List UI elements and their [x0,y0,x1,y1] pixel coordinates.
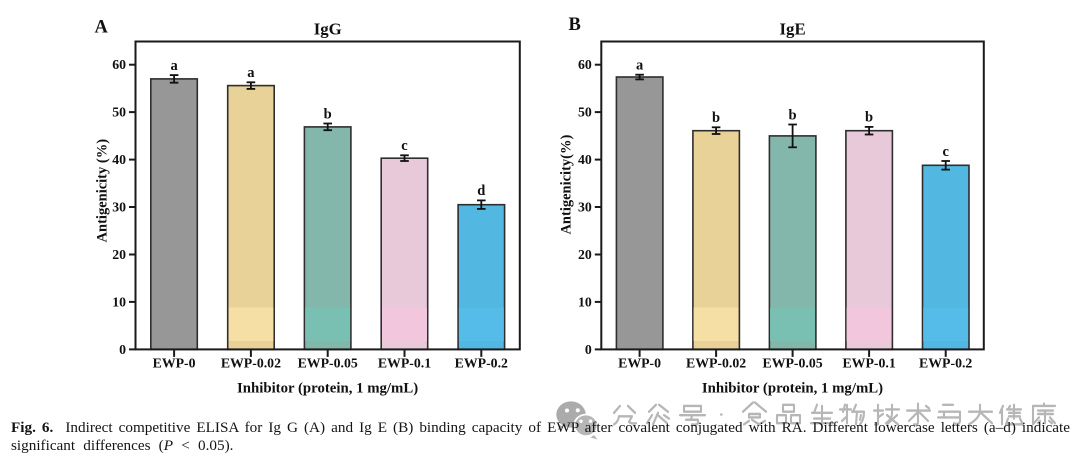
svg-text:50: 50 [112,105,126,120]
svg-text:b: b [712,110,720,126]
svg-text:60: 60 [112,57,126,72]
svg-text:B: B [569,15,581,35]
svg-text:a: a [636,58,644,74]
svg-text:EWP-0.1: EWP-0.1 [842,355,895,370]
svg-text:20: 20 [578,247,592,262]
svg-text:30: 30 [112,200,126,215]
svg-text:EWP-0.05: EWP-0.05 [298,355,358,370]
svg-text:EWP-0.05: EWP-0.05 [763,355,823,370]
svg-text:50: 50 [578,105,592,120]
svg-text:Inhibitor (protein, 1 mg/mL): Inhibitor (protein, 1 mg/mL) [237,381,418,397]
svg-text:Antigenicity (%): Antigenicity (%) [95,139,111,243]
svg-text:EWP-0: EWP-0 [153,355,196,370]
svg-text:Antigenicity(%): Antigenicity(%) [559,134,575,234]
svg-text:10: 10 [112,294,126,309]
svg-text:IgE: IgE [780,19,806,38]
svg-text:b: b [865,110,873,126]
svg-text:c: c [401,138,408,154]
svg-text:a: a [170,58,178,74]
svg-text:a: a [247,65,255,81]
svg-text:EWP-0.2: EWP-0.2 [455,355,508,370]
svg-text:0: 0 [585,342,592,357]
svg-text:b: b [789,107,797,123]
svg-text:10: 10 [578,294,592,309]
svg-text:b: b [324,106,332,122]
svg-text:EWP-0.1: EWP-0.1 [378,355,431,370]
svg-text:40: 40 [578,152,592,167]
svg-text:c: c [942,144,949,160]
svg-text:Inhibitor (protein, 1 mg/mL): Inhibitor (protein, 1 mg/mL) [702,381,883,397]
svg-text:60: 60 [578,57,592,72]
svg-text:EWP-0: EWP-0 [618,355,661,370]
svg-text:IgG: IgG [314,19,342,38]
svg-text:EWP-0.02: EWP-0.02 [221,355,281,370]
svg-text:20: 20 [112,247,126,262]
svg-text:A: A [95,18,109,38]
svg-text:EWP-0.2: EWP-0.2 [919,355,972,370]
svg-text:d: d [477,183,485,199]
svg-text:40: 40 [112,152,126,167]
svg-text:EWP-0.02: EWP-0.02 [686,355,746,370]
svg-text:30: 30 [578,200,592,215]
svg-text:0: 0 [119,342,126,357]
